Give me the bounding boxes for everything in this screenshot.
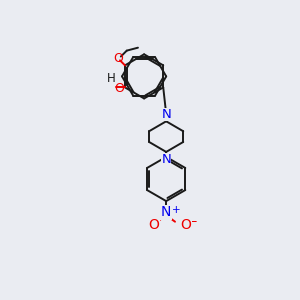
Text: N: N <box>161 205 171 219</box>
Text: O: O <box>148 218 159 232</box>
Text: O: O <box>115 82 124 94</box>
Text: H: H <box>107 72 116 85</box>
Text: N: N <box>161 152 171 166</box>
Text: O: O <box>180 218 191 232</box>
Text: O: O <box>114 52 123 65</box>
Text: +: + <box>172 205 180 215</box>
Text: N: N <box>161 108 171 121</box>
Text: −: − <box>188 214 198 228</box>
